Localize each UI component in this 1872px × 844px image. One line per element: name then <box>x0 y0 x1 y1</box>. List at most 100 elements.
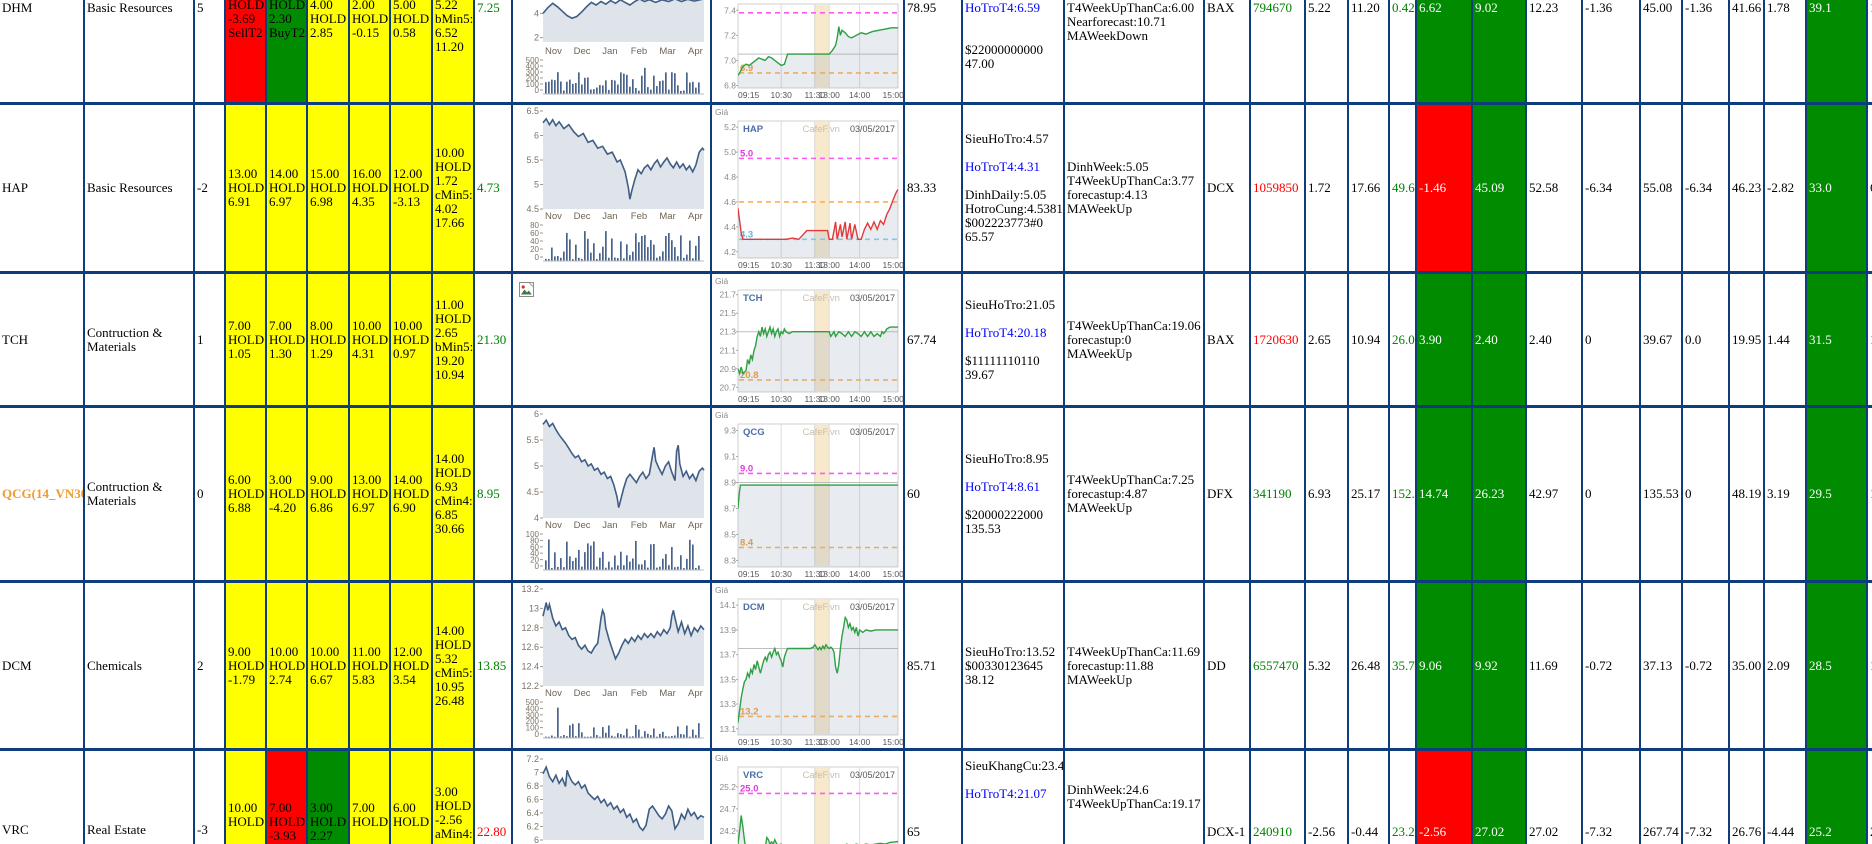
text-line: HOLD <box>310 11 347 26</box>
value-cell: 35.00 <box>1730 580 1765 748</box>
value-cell: 0 <box>1583 271 1641 405</box>
svg-text:21.1: 21.1 <box>719 345 736 355</box>
sector-label: Basic Resources <box>87 0 173 15</box>
svg-text:Nov: Nov <box>545 520 562 531</box>
signal-summary-cell: 5.22 bMin5: 6.52 11.20 <box>433 0 475 102</box>
value-cell: 2.40 <box>1473 271 1527 405</box>
value-cell: -7.32 <box>1683 748 1730 844</box>
svg-text:5.0: 5.0 <box>740 148 753 159</box>
volume-value: 240910 <box>1253 824 1292 839</box>
svg-text:0: 0 <box>535 253 540 262</box>
text-line: 14.00 <box>393 472 423 487</box>
score-value: 2 <box>197 657 204 673</box>
svg-text:14:00: 14:00 <box>849 394 871 404</box>
text-line: HOLD <box>352 11 389 26</box>
clipped-edge-cell: 2 <box>1868 748 1872 844</box>
clipped-edge-cell: 1 <box>1868 405 1872 580</box>
code-value: BAX <box>1207 0 1235 15</box>
svg-text:300: 300 <box>526 68 540 77</box>
percent-cell: 67.74 <box>905 271 963 405</box>
svg-text:Giá: Giá <box>715 410 729 420</box>
text-line: HoTroT4:21.07 <box>965 786 1047 801</box>
svg-text:15:00: 15:00 <box>883 569 903 579</box>
text-line: bMin5: <box>435 11 474 26</box>
text-line: 8.00 <box>310 317 333 333</box>
text-line: 17.66 <box>435 215 465 230</box>
text-line: 39.67 <box>965 366 995 382</box>
svg-text:15:00: 15:00 <box>883 90 903 100</box>
value-cell: 10.94 <box>1349 271 1390 405</box>
percent-cell: 78.95 <box>905 0 963 102</box>
text-line: 65.57 <box>965 229 995 244</box>
value-cell: 35.78 <box>1390 580 1417 748</box>
code-cell: DD <box>1205 580 1251 748</box>
text-line: 6.52 <box>435 25 458 40</box>
text-line: DinhWeek:5.05 <box>1067 159 1149 174</box>
value-cell: 11.69 <box>1527 580 1583 748</box>
text-line: 3.00 <box>310 800 333 815</box>
text-line: 0.58 <box>393 25 416 40</box>
volume-cell: 6557470 <box>1251 580 1306 748</box>
text-line: MAWeekUp <box>1067 345 1133 361</box>
signal-cell-4: 2.00 HOLD -0.15 <box>350 0 391 102</box>
signal-summary-cell: 10.00 HOLD 1.72 cMin5: 4.02 17.66 <box>433 102 475 271</box>
text-line: T4WeekUpThanCa:7.25 <box>1067 472 1195 487</box>
signal-cell-3: 10.00 HOLD 6.67 <box>308 580 350 748</box>
svg-text:13:00: 13:00 <box>819 394 841 404</box>
signal-cell-4: 10.00 HOLD 4.31 <box>350 271 391 405</box>
text-line: 4.02 <box>435 201 458 216</box>
value-cell: 17.66 <box>1349 102 1390 271</box>
value-cell: -2.56 <box>1306 748 1349 844</box>
text-line: 3.00 <box>435 784 458 799</box>
svg-text:8.5: 8.5 <box>724 530 736 540</box>
sector-cell: Contruction & Materials <box>85 271 195 405</box>
svg-text:6.6: 6.6 <box>526 795 539 805</box>
broken-image-icon <box>513 274 710 299</box>
value-cell: 41.66 <box>1730 0 1765 102</box>
text-line: -4.20 <box>269 500 297 515</box>
intraday-chart-cell: Giá 9.3 9.1 8.9 8.7 8.5 8.3 9.0 8.4 QCG CafeF.vn 03… <box>712 405 905 580</box>
text-line: 11.20 <box>435 39 464 54</box>
svg-text:11:30: 11:30 <box>804 394 825 404</box>
value-cell: 39.1 <box>1807 0 1868 102</box>
text-line: 5.32 <box>435 650 458 666</box>
text-line <box>965 15 1062 29</box>
sector-label: Chemicals <box>87 657 142 673</box>
sector-cell: Chemicals <box>85 580 195 748</box>
value-cell: 0 <box>1583 405 1641 580</box>
sector-label: Real Estate <box>87 822 146 837</box>
text-line: SieuHoTro:8.95 <box>965 451 1049 466</box>
score-value: 5 <box>197 0 204 15</box>
value-cell: 25.2 <box>1807 748 1868 844</box>
text-line <box>965 146 1062 160</box>
text-line: $20000222000 <box>965 507 1043 522</box>
svg-text:15:00: 15:00 <box>883 737 903 747</box>
support-levels-cell: SieuHoTro:13.52 $00330123645 38.12 <box>963 580 1065 748</box>
value-cell: 5.32 <box>1306 580 1349 748</box>
history-chart-cell <box>513 271 712 405</box>
svg-text:7.4: 7.4 <box>724 5 736 15</box>
text-line: 10.00 <box>310 643 340 659</box>
signal-cell-5: 10.00 HOLD 0.97 <box>391 271 433 405</box>
svg-text:8.9: 8.9 <box>724 478 736 488</box>
svg-text:14:00: 14:00 <box>849 569 871 579</box>
signal-cell-2: 7.00 HOLD 1.30 <box>267 271 308 405</box>
score-cell: -2 <box>195 102 226 271</box>
value-cell: -1.36 <box>1683 0 1730 102</box>
volume-cell: 1720630 <box>1251 271 1306 405</box>
text-line: SieuHoTro:13.52 <box>965 643 1056 659</box>
volume-value: 1720630 <box>1253 331 1299 347</box>
intraday-chart-cell: Giá 5.2 5.0 4.8 4.6 4.4 4.2 5.0 4.3 HAP CafeF.vn 03… <box>712 102 905 271</box>
text-line: 38.12 <box>965 671 995 687</box>
svg-text:03/05/2017: 03/05/2017 <box>850 602 895 612</box>
text-line: HOLD <box>352 180 389 195</box>
value-cell: -4.44 <box>1765 748 1807 844</box>
text-line: HOLD <box>393 814 430 829</box>
text-line: BuyT2 <box>269 25 306 40</box>
svg-text:Apr: Apr <box>688 211 703 222</box>
text-line: 3.54 <box>393 671 416 687</box>
